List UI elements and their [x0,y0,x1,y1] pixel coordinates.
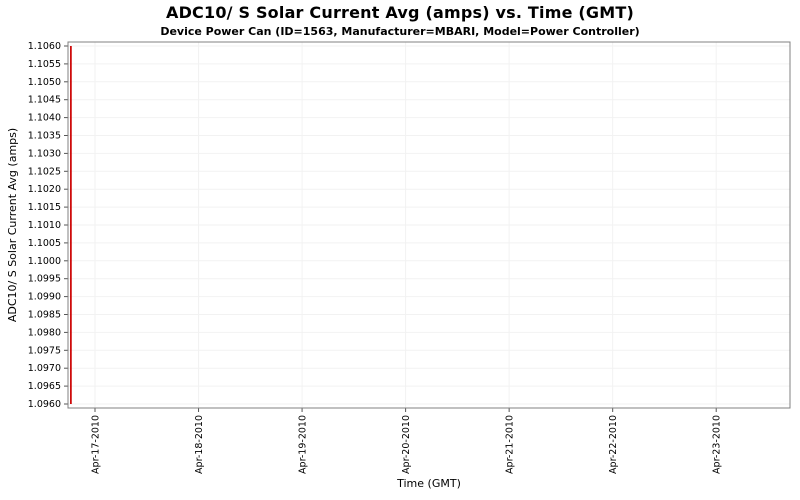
y-tick-label: 1.0985 [28,310,61,321]
y-tick-label: 1.1005 [28,238,61,249]
y-axis-label: ADC10/ S Solar Current Avg (amps) [6,128,19,322]
y-tick-label: 1.0990 [28,292,61,303]
y-tick-label: 1.0980 [28,327,61,338]
x-tick-label: Apr-19-2010 [298,415,309,474]
x-tick-label: Apr-22-2010 [608,415,619,474]
chart-subtitle: Device Power Can (ID=1563, Manufacturer=… [160,25,640,38]
y-tick-label: 1.1040 [28,113,61,124]
x-tick-label: Apr-17-2010 [91,415,102,474]
y-tick-label: 1.1055 [28,59,61,70]
x-tick-label: Apr-20-2010 [401,415,412,474]
y-tick-label: 1.1035 [28,131,61,142]
y-tick-label: 1.0970 [28,363,61,374]
y-tick-label: 1.1020 [28,184,61,195]
y-tick-label: 1.0960 [28,399,61,410]
y-tick-label: 1.1000 [28,256,61,267]
y-tick-label: 1.0995 [28,274,61,285]
x-tick-label: Apr-21-2010 [505,415,516,474]
y-tick-label: 1.1010 [28,220,61,231]
x-axis-label: Time (GMT) [396,477,461,490]
y-tick-label: 1.0975 [28,345,61,356]
plot-border [67,41,791,409]
x-tick-label: Apr-18-2010 [194,415,205,474]
y-tick-label: 1.0965 [28,381,61,392]
y-tick-label: 1.1015 [28,202,61,213]
x-tick-label: Apr-23-2010 [712,415,723,474]
y-tick-label: 1.1030 [28,148,61,159]
y-tick-label: 1.1025 [28,166,61,177]
y-tick-label: 1.1060 [28,41,61,52]
y-tick-label: 1.1045 [28,95,61,106]
chart-title: ADC10/ S Solar Current Avg (amps) vs. Ti… [165,3,634,22]
y-tick-label: 1.1050 [28,77,61,88]
